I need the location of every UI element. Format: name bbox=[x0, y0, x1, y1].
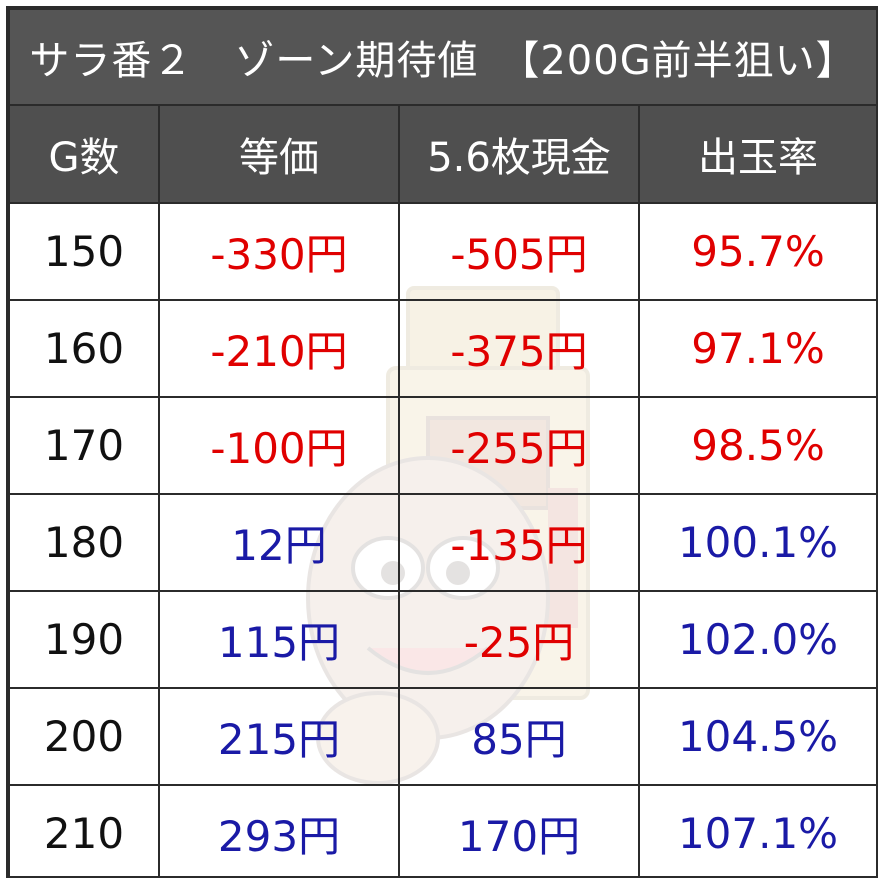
table-row: 200 215円 85円 104.5% bbox=[8, 687, 876, 786]
cell-cash-value: -135円 bbox=[398, 493, 640, 592]
column-header-payout-rate: 出玉率 bbox=[637, 104, 876, 204]
cell-payout-rate: 95.7% bbox=[637, 202, 876, 301]
cell-games: 200 bbox=[8, 687, 160, 786]
column-header-cash-exchange: 5.6枚現金 bbox=[398, 104, 640, 204]
cell-payout-rate: 102.0% bbox=[637, 590, 876, 689]
cell-games: 170 bbox=[8, 396, 160, 495]
column-header-equal-exchange: 等価 bbox=[158, 104, 400, 204]
cell-cash-value: -25円 bbox=[398, 590, 640, 689]
expected-value-table-frame: サラ番２ ゾーン期待値 【200G前半狙い】 G数 等価 5.6枚現金 出玉率 … bbox=[6, 6, 878, 878]
cell-games: 210 bbox=[8, 784, 160, 876]
table-row: 170 -100円 -255円 98.5% bbox=[8, 396, 876, 495]
cell-cash-value: -255円 bbox=[398, 396, 640, 495]
cell-payout-rate: 107.1% bbox=[637, 784, 876, 876]
table-row: 190 115円 -25円 102.0% bbox=[8, 590, 876, 689]
table-row: 160 -210円 -375円 97.1% bbox=[8, 299, 876, 398]
zone-expected-value-table: サラ番２ ゾーン期待値 【200G前半狙い】 G数 等価 5.6枚現金 出玉率 … bbox=[8, 8, 876, 876]
cell-equal-value: 12円 bbox=[158, 493, 400, 592]
cell-cash-value: -375円 bbox=[398, 299, 640, 398]
cell-equal-value: -330円 bbox=[158, 202, 400, 301]
cell-payout-rate: 98.5% bbox=[637, 396, 876, 495]
cell-equal-value: 293円 bbox=[158, 784, 400, 876]
cell-games: 190 bbox=[8, 590, 160, 689]
cell-cash-value: -505円 bbox=[398, 202, 640, 301]
cell-cash-value: 170円 bbox=[398, 784, 640, 876]
cell-equal-value: 215円 bbox=[158, 687, 400, 786]
cell-equal-value: 115円 bbox=[158, 590, 400, 689]
cell-equal-value: -210円 bbox=[158, 299, 400, 398]
cell-games: 150 bbox=[8, 202, 160, 301]
table-row: 150 -330円 -505円 95.7% bbox=[8, 202, 876, 301]
cell-games: 180 bbox=[8, 493, 160, 592]
column-header-games: G数 bbox=[8, 104, 160, 204]
table-title: サラ番２ ゾーン期待値 【200G前半狙い】 bbox=[8, 8, 876, 106]
table-row: 210 293円 170円 107.1% bbox=[8, 784, 876, 876]
cell-payout-rate: 97.1% bbox=[637, 299, 876, 398]
cell-equal-value: -100円 bbox=[158, 396, 400, 495]
cell-cash-value: 85円 bbox=[398, 687, 640, 786]
cell-games: 160 bbox=[8, 299, 160, 398]
table-row: 180 12円 -135円 100.1% bbox=[8, 493, 876, 592]
cell-payout-rate: 104.5% bbox=[637, 687, 876, 786]
cell-payout-rate: 100.1% bbox=[637, 493, 876, 592]
